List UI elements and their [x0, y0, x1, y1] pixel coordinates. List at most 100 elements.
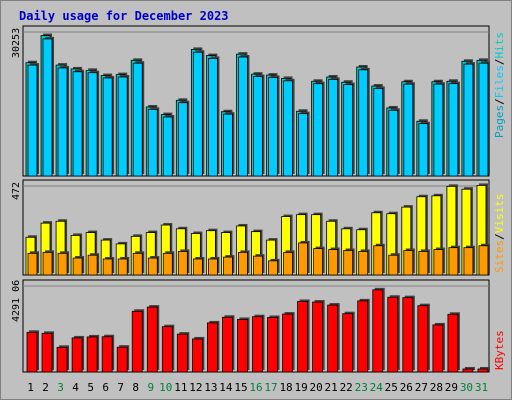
kbytes-bar [237, 319, 248, 373]
kbytes-bar [432, 324, 444, 373]
legend-sep: / [493, 59, 506, 66]
files-bar [478, 62, 489, 177]
legend-sites: Sites [493, 240, 506, 273]
x-tick-label: 14 [219, 381, 233, 394]
x-tick-label: 2 [42, 381, 49, 394]
x-tick-label: 10 [159, 381, 172, 394]
x-tick-label: 1 [27, 381, 34, 394]
x-tick-label: 13 [204, 381, 217, 394]
x-tick-label: 28 [430, 381, 443, 394]
x-tick-label: 7 [117, 381, 124, 394]
x-tick-label: 3 [57, 381, 64, 394]
kbytes-bar [71, 337, 83, 373]
x-tick-label: 22 [340, 381, 353, 394]
x-tick-label: 19 [294, 381, 307, 394]
files-bar [87, 72, 98, 177]
x-tick-label: 17 [264, 381, 277, 394]
chart-title: Daily usage for December 2023 [19, 9, 229, 23]
sites-bar [373, 245, 384, 276]
kbytes-ymax-label: 4291 06 [11, 280, 22, 322]
kbytes-bar [146, 306, 158, 373]
legend-hits: Hits [493, 32, 506, 59]
sites-bar [298, 242, 308, 276]
sites-bar [192, 258, 203, 276]
files-bar [313, 83, 324, 177]
files-bar [268, 77, 278, 177]
kbytes-bar [312, 301, 324, 373]
sites-bar [238, 251, 248, 276]
files-bar [207, 58, 218, 177]
x-tick-label: 6 [102, 381, 109, 394]
visits-ymax-label: 472 [11, 182, 22, 200]
sites-bar [403, 250, 414, 276]
sites-bar [162, 252, 173, 276]
sites-bar [358, 251, 369, 276]
files-bar [162, 116, 173, 177]
sites-bar [72, 257, 83, 276]
kbytes-bar [252, 316, 263, 373]
kbytes-bar [41, 332, 53, 373]
kbytes-bar [327, 304, 339, 373]
files-bar [42, 38, 53, 177]
legend-kbytes: KBytes [493, 330, 506, 370]
kbytes-bar [56, 346, 68, 373]
visits-bars [25, 183, 490, 276]
sites-bar [448, 247, 459, 276]
sites-bar [177, 251, 188, 276]
kbytes-bar [116, 346, 128, 373]
sites-bar [223, 256, 233, 276]
legend-sep: / [493, 98, 506, 105]
kbytes-bar [462, 368, 474, 373]
files-bar [433, 83, 444, 177]
sites-bar [42, 251, 53, 276]
x-tick-label: 4 [72, 381, 79, 394]
kbytes-bar [191, 338, 203, 373]
files-bar [132, 62, 143, 177]
sites-bar [57, 252, 68, 276]
files-bar [177, 102, 188, 177]
sites-bar [343, 250, 354, 276]
x-tick-label: 30 [460, 381, 473, 394]
files-bar [117, 76, 128, 177]
kbytes-bar [161, 326, 173, 373]
files-bar [463, 63, 474, 177]
kbytes-bar [222, 316, 233, 373]
files-bar [328, 78, 339, 177]
x-tick-label: 21 [325, 381, 338, 394]
files-bar [102, 77, 113, 177]
legend-pages: Pages [493, 105, 506, 138]
x-tick-label: 27 [415, 381, 428, 394]
x-tick-label: 23 [355, 381, 368, 394]
kbytes-bar [267, 317, 278, 373]
kbytes-bar-shadow [479, 366, 490, 370]
kbytes-bar [131, 310, 143, 373]
files-bar [298, 113, 308, 177]
x-tick-label: 8 [132, 381, 139, 394]
x-tick-label: 9 [147, 381, 154, 394]
kbytes-bar [357, 300, 369, 373]
legend-files: Files [493, 65, 506, 98]
kbytes-bar [477, 368, 489, 373]
sites-bar [102, 258, 113, 276]
sites-bar [313, 248, 324, 276]
visits-legend: Sites/Visits [493, 194, 506, 274]
kbytes-bar-shadow [464, 366, 475, 370]
sites-bar [268, 260, 278, 276]
hits-legend: Pages/Files/Hits [493, 32, 506, 138]
files-bar [192, 51, 203, 177]
hits-bars [25, 33, 490, 177]
kbytes-bar [387, 296, 399, 373]
sites-bar [283, 251, 293, 276]
kbytes-bar [342, 313, 354, 373]
files-bar [238, 56, 248, 177]
kbytes-bar [176, 333, 188, 373]
x-tick-label: 18 [279, 381, 292, 394]
kbytes-bar [282, 313, 293, 373]
kbytes-bar [101, 336, 113, 373]
files-bar [418, 123, 429, 177]
sites-bar [253, 255, 263, 276]
kbytes-bar [297, 301, 308, 373]
hits-ymax-label: 30253 [11, 28, 22, 58]
kbytes-bar [372, 289, 384, 373]
files-bar [223, 113, 233, 177]
